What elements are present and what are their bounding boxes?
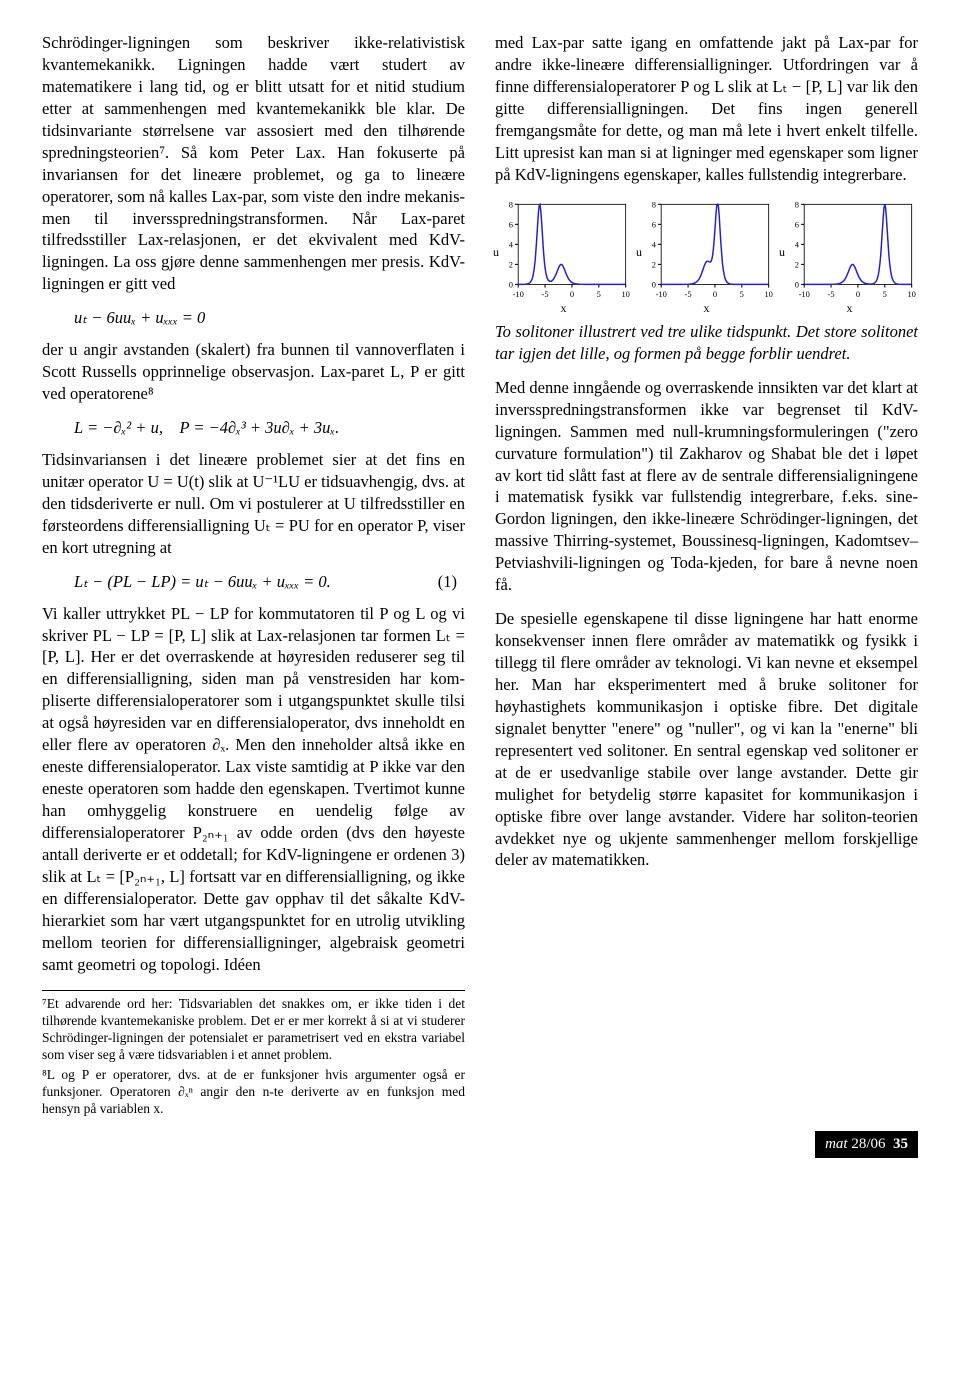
footer-issue: 28/06 [851,1136,885,1152]
svg-text:8: 8 [795,199,799,209]
soliton-chart-1: u -10 -5 0 5 10 0 2 4 6 8 x [495,198,632,317]
svg-text:-5: -5 [685,289,692,299]
soliton-chart-3: u -10 -5 0 5 10 0 2 4 6 8 x [781,198,918,317]
svg-text:-5: -5 [828,289,835,299]
equation-commutator: Lₜ − (PL − LP) = uₜ − 6uuₓ + uₓₓₓ = 0. (… [74,571,465,593]
svg-text:8: 8 [652,199,656,209]
chart-2-xlabel: x [638,301,775,317]
svg-text:10: 10 [621,289,629,299]
equation-commutator-body: Lₜ − (PL − LP) = uₜ − 6uuₓ + uₓₓₓ = 0. [74,572,331,591]
page-body: Schrödinger-ligningen som beskriver ikke… [0,0,960,1127]
svg-text:10: 10 [764,289,772,299]
chart-1-ylabel: u [493,245,499,261]
svg-text:4: 4 [652,239,657,249]
figure-caption: To solitoner illustrert ved tre ulike ti… [495,321,918,365]
left-column: Schrödinger-ligningen som beskriver ikke… [42,32,465,1117]
svg-text:2: 2 [795,259,799,269]
svg-text:6: 6 [509,219,513,229]
svg-text:8: 8 [509,199,513,209]
chart-3-ylabel: u [779,245,785,261]
footnote-7: ⁷Et advarende ord her: Tidsvariablen det… [42,995,465,1064]
svg-text:4: 4 [509,239,514,249]
right-para-2: Med denne inngående og overraskende inns… [495,377,918,596]
svg-text:0: 0 [509,279,513,289]
left-para-4: Vi kaller uttrykket PL − LP for kommutat… [42,603,465,976]
svg-text:2: 2 [509,259,513,269]
left-para-3: Tidsinvariansen i det lineære problemet … [42,449,465,559]
svg-text:-10: -10 [656,289,667,299]
equation-kdv: uₜ − 6uuₓ + uₓₓₓ = 0 [74,307,465,329]
svg-text:0: 0 [713,289,717,299]
chart-1-xlabel: x [495,301,632,317]
svg-text:5: 5 [883,289,887,299]
svg-text:0: 0 [652,279,656,289]
svg-text:-5: -5 [542,289,549,299]
footnotes-block: ⁷Et advarende ord her: Tidsvariablen det… [42,990,465,1118]
soliton-charts: u -10 -5 0 5 10 0 2 4 6 8 x u -10 -5 0 5 10 0 2 4 6 8 x u [495,198,918,317]
svg-text:0: 0 [856,289,860,299]
right-para-1: med Lax-par satte igang en omfattende ja… [495,32,918,186]
svg-text:0: 0 [795,279,799,289]
equation-lax-pair: L = −∂ₓ² + u, P = −4∂ₓ³ + 3u∂ₓ + 3uₓ. [74,417,465,439]
left-para-2: der u angir avstanden (skalert) fra bunn… [42,339,465,405]
svg-text:4: 4 [795,239,800,249]
svg-text:6: 6 [795,219,799,229]
right-column: med Lax-par satte igang en omfattende ja… [495,32,918,1117]
footnote-8: ⁸L og P er operatorer, dvs. at de er fun… [42,1066,465,1118]
svg-text:-10: -10 [799,289,810,299]
equation-number: (1) [438,571,457,593]
chart-2-ylabel: u [636,245,642,261]
svg-text:0: 0 [570,289,574,299]
soliton-chart-2: u -10 -5 0 5 10 0 2 4 6 8 x [638,198,775,317]
page-footer: mat 28/06 35 [0,1127,960,1176]
svg-text:2: 2 [652,259,656,269]
footer-logo: mat [825,1136,848,1152]
svg-text:6: 6 [652,219,656,229]
chart-3-xlabel: x [781,301,918,317]
left-para-1: Schrödinger-ligningen som beskriver ikke… [42,32,465,295]
svg-text:10: 10 [907,289,915,299]
svg-text:-10: -10 [513,289,524,299]
right-para-3: De spesielle egenskapene til disse ligni… [495,608,918,871]
svg-text:5: 5 [597,289,601,299]
svg-text:5: 5 [740,289,744,299]
footer-page-number: 35 [893,1136,908,1152]
footer-badge: mat 28/06 35 [815,1131,918,1158]
